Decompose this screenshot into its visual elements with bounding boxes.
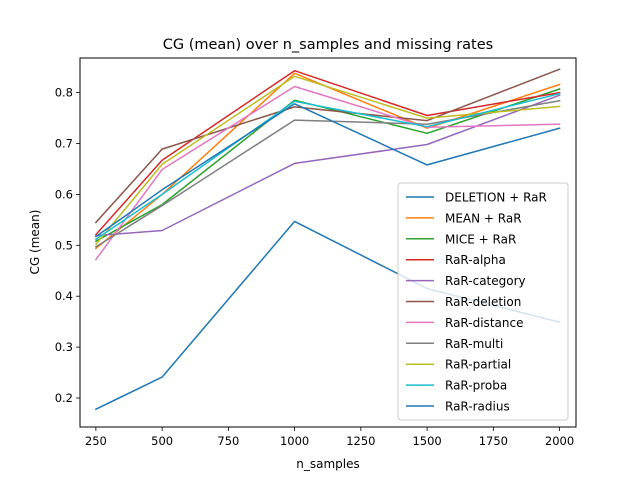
legend-label-6: RaR-distance <box>445 316 523 330</box>
legend-label-3: RaR-alpha <box>445 253 506 267</box>
y-axis-label: CG (mean) <box>28 210 42 275</box>
y-tick-label-2: 0.4 <box>55 289 73 303</box>
legend-label-8: RaR-partial <box>445 358 511 372</box>
series-line-3 <box>94 69 561 236</box>
legend-label-0: DELETION + RaR <box>445 191 547 205</box>
series-line-2 <box>94 88 561 243</box>
y-tick-label-5: 0.7 <box>55 137 73 151</box>
x-tick-label-5: 1500 <box>412 434 441 448</box>
x-tick-label-1: 500 <box>151 434 173 448</box>
y-axis-ticks: 0.2 0.3 0.4 0.5 0.6 0.7 0.8 <box>55 86 80 405</box>
legend-label-9: RaR-proba <box>445 379 507 393</box>
plot-frame <box>79 57 577 428</box>
y-tick-label-1: 0.3 <box>55 340 73 354</box>
legend: DELETION + RaR MEAN + RaR MICE + RaR RaR-al… <box>397 182 569 421</box>
y-tick-label-0: 0.2 <box>55 391 73 405</box>
x-axis-ticks: 250 500 750 1000 1250 1500 1750 2000 <box>85 427 574 448</box>
legend-label-7: RaR-multi <box>445 337 503 351</box>
x-tick-label-0: 250 <box>85 434 107 448</box>
y-tick-label-3: 0.5 <box>55 238 73 252</box>
legend-box <box>397 182 569 421</box>
y-tick-label-4: 0.6 <box>55 187 73 201</box>
x-tick-label-3: 1000 <box>280 434 309 448</box>
series-line-8 <box>94 75 561 246</box>
plot-lines <box>94 68 561 411</box>
legend-label-5: RaR-deletion <box>445 295 521 309</box>
legend-label-2: MICE + RaR <box>445 232 516 246</box>
legend-label-10: RaR-radius <box>445 400 510 414</box>
x-axis-label: n_samples <box>296 457 360 471</box>
series-line-10 <box>94 103 561 238</box>
x-tick-label-4: 1250 <box>346 434 375 448</box>
x-tick-label-6: 1750 <box>479 434 508 448</box>
legend-label-1: MEAN + RaR <box>445 211 522 225</box>
chart-title: CG (mean) over n_samples and missing rat… <box>163 37 493 53</box>
series-line-5 <box>94 68 561 224</box>
series-line-6 <box>94 85 561 261</box>
y-tick-label-6: 0.8 <box>55 86 73 100</box>
legend-label-4: RaR-category <box>445 274 526 288</box>
series-line-9 <box>94 92 561 241</box>
x-tick-label-7: 2000 <box>545 434 574 448</box>
series-line-4 <box>95 94 561 237</box>
x-tick-label-2: 750 <box>217 434 239 448</box>
